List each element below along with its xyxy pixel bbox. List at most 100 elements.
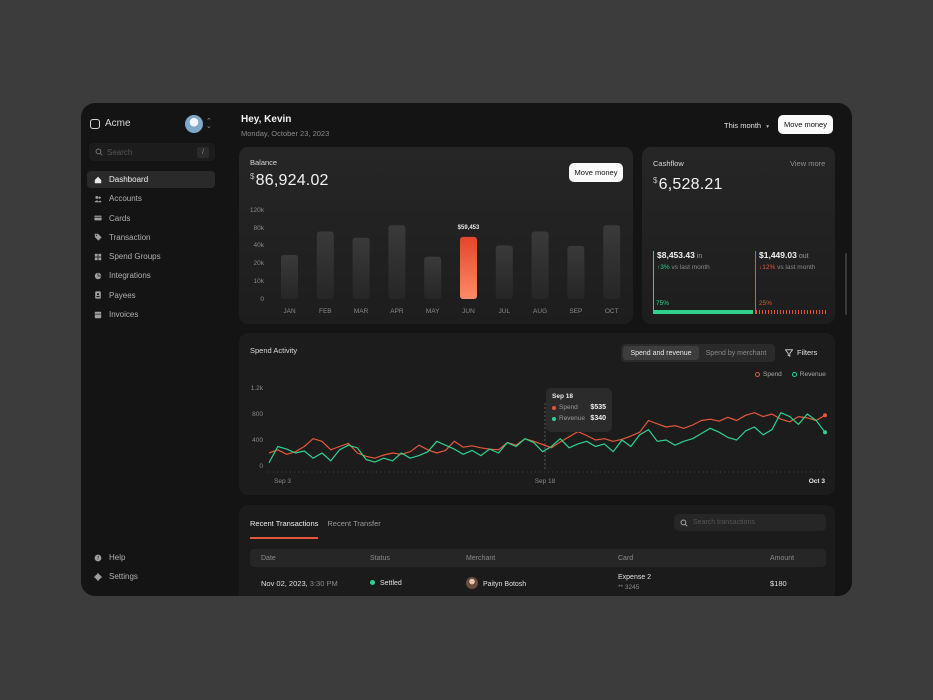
row-date: Nov 02, 2023, 3:30 PM — [261, 579, 338, 588]
toggle-spend-by-merchant[interactable]: Spend by merchant — [705, 349, 767, 357]
cashflow-out-pct: 25% — [759, 300, 773, 307]
legend-spend-label: Spend — [763, 371, 782, 378]
cashflow-in-amount: $8,453.43 — [657, 250, 695, 260]
puzzle-icon — [94, 272, 102, 280]
scrollbar[interactable] — [845, 253, 847, 315]
cashflow-out-delta-label: vs last month — [777, 264, 816, 271]
sidebar-item-payees[interactable]: Payees — [87, 287, 215, 304]
sidebar-item-help[interactable]: ? Help — [87, 549, 215, 566]
revenue-line — [268, 412, 826, 464]
x-tick-label: OCT — [605, 308, 619, 315]
x-tick-label: AUG — [533, 308, 547, 315]
sidebar-item-transaction[interactable]: Transaction — [87, 229, 215, 246]
bar — [567, 245, 585, 299]
arrow-down-icon: ↓ — [759, 264, 763, 271]
cashflow-out-line — [755, 251, 757, 314]
sidebar-item-spend-groups[interactable]: Spend Groups — [87, 248, 215, 265]
active-tab-indicator — [250, 537, 318, 539]
card-number: ** 3245 — [618, 584, 640, 591]
search-icon — [680, 519, 688, 527]
cashflow-amount: $6,528.21 — [653, 176, 723, 194]
period-select[interactable]: This month ▼ — [724, 121, 770, 130]
sidebar-item-label: Invoices — [109, 310, 139, 320]
spend-activity-card: Spend Activity Spend and revenue Spend b… — [239, 333, 835, 495]
balance-title: Balance — [250, 158, 278, 167]
balance-amount: $86,924.02 — [250, 172, 329, 190]
legend-revenue-swatch — [791, 372, 797, 377]
sidebar-item-settings[interactable]: Settings — [87, 568, 215, 585]
row-amount: $180 — [770, 578, 787, 588]
row-time: 3:30 PM — [309, 578, 338, 588]
balance-bar-chart: 0 10k 20k 40k 80k 120k JAN FEB MAR APR MAY JUN $59,4… — [250, 207, 621, 315]
transactions-search-input[interactable]: Search transactions — [674, 514, 826, 531]
legend-spend: Spend — [755, 371, 782, 378]
grid-icon — [94, 253, 102, 260]
move-money-button[interactable]: Move money — [778, 115, 833, 134]
cashflow-in-bar — [653, 310, 753, 314]
chart-legend: Spend Revenue — [755, 371, 826, 378]
brand[interactable]: Acme — [90, 118, 131, 129]
filters-button[interactable]: Filters — [785, 348, 817, 357]
svg-text:?: ? — [97, 555, 100, 561]
cashflow-value: 6,528.21 — [658, 176, 723, 193]
cashflow-in: $8,453.43 in ↑3% vs last month — [657, 250, 710, 271]
bar — [352, 237, 370, 299]
y-tick-label: 0 — [259, 463, 263, 470]
toggle-spend-and-revenue[interactable]: Spend and revenue — [623, 346, 699, 360]
chevron-updown-icon[interactable]: ⌃ ⌄ — [206, 118, 212, 130]
column-date[interactable]: Date — [261, 554, 276, 562]
invoice-icon — [94, 311, 102, 318]
y-tick-label: 80k — [254, 225, 265, 232]
balance-value: 86,924.02 — [255, 172, 329, 189]
row-card: Expense 2 ** 3245 — [618, 573, 651, 593]
view-more-link[interactable]: View more — [790, 159, 826, 168]
x-tick-label: SEP — [569, 308, 582, 315]
column-card[interactable]: Card — [618, 554, 634, 562]
tab-recent-transactions[interactable]: Recent Transactions — [250, 519, 319, 528]
y-tick-label: 20k — [254, 260, 265, 267]
cashflow-in-delta-label: vs last month — [671, 264, 710, 271]
filter-icon — [785, 348, 793, 357]
sidebar-item-cards[interactable]: Cards — [87, 210, 215, 227]
y-tick-label: 120k — [250, 207, 265, 214]
page-title: Hey, Kevin — [241, 114, 292, 125]
balance-move-money-button[interactable]: Move money — [569, 163, 623, 182]
cashflow-title: Cashflow — [653, 159, 684, 168]
sidebar-item-label: Dashboard — [109, 175, 149, 184]
sidebar-item-invoices[interactable]: Invoices — [87, 306, 215, 323]
legend-revenue: Revenue — [791, 371, 826, 378]
tooltip-spend-dot — [552, 405, 556, 410]
sidebar-item-label: Help — [109, 553, 126, 562]
column-status[interactable]: Status — [370, 554, 390, 562]
cashflow-out-bar — [756, 310, 826, 314]
sidebar-bottom-nav: ? Help Settings — [87, 549, 215, 588]
sidebar-nav: Dashboard Accounts Cards Transaction Spe… — [87, 171, 215, 325]
sidebar-item-label: Settings — [109, 572, 138, 582]
tooltip-revenue-dot — [552, 416, 556, 421]
spend-line-chart: 0 400 800 1.2k Sep 3 Sep 18 Oct 3 — [251, 385, 827, 485]
spend-end-point — [823, 413, 827, 418]
gear-icon — [94, 572, 102, 581]
sidebar-item-integrations[interactable]: Integrations — [87, 267, 215, 284]
spend-line — [268, 412, 826, 459]
sidebar-item-accounts[interactable]: Accounts — [87, 190, 215, 207]
tooltip-spend-label: Spend — [559, 404, 578, 411]
currency-symbol: $ — [653, 176, 658, 185]
y-tick-label: 40k — [254, 242, 265, 249]
cashflow-in-delta: 3% — [660, 264, 670, 271]
brand-name: Acme — [105, 118, 131, 129]
column-merchant[interactable]: Merchant — [466, 554, 496, 562]
sidebar-item-dashboard[interactable]: Dashboard — [87, 171, 215, 188]
tab-recent-transfer[interactable]: Recent Transfer — [327, 519, 381, 528]
tag-icon — [94, 234, 102, 241]
bar — [316, 231, 334, 299]
avatar[interactable] — [185, 115, 203, 133]
column-amount[interactable]: Amount — [770, 554, 795, 562]
x-tick-label: Oct 3 — [809, 478, 826, 485]
bar — [603, 225, 621, 299]
x-tick-label: JUL — [499, 308, 511, 315]
search-input[interactable]: Search / — [89, 143, 215, 161]
bar — [388, 225, 406, 299]
table-row[interactable]: Nov 02, 2023, 3:30 PM Settled Paityn Bot… — [250, 571, 826, 595]
currency-symbol: $ — [250, 172, 255, 181]
